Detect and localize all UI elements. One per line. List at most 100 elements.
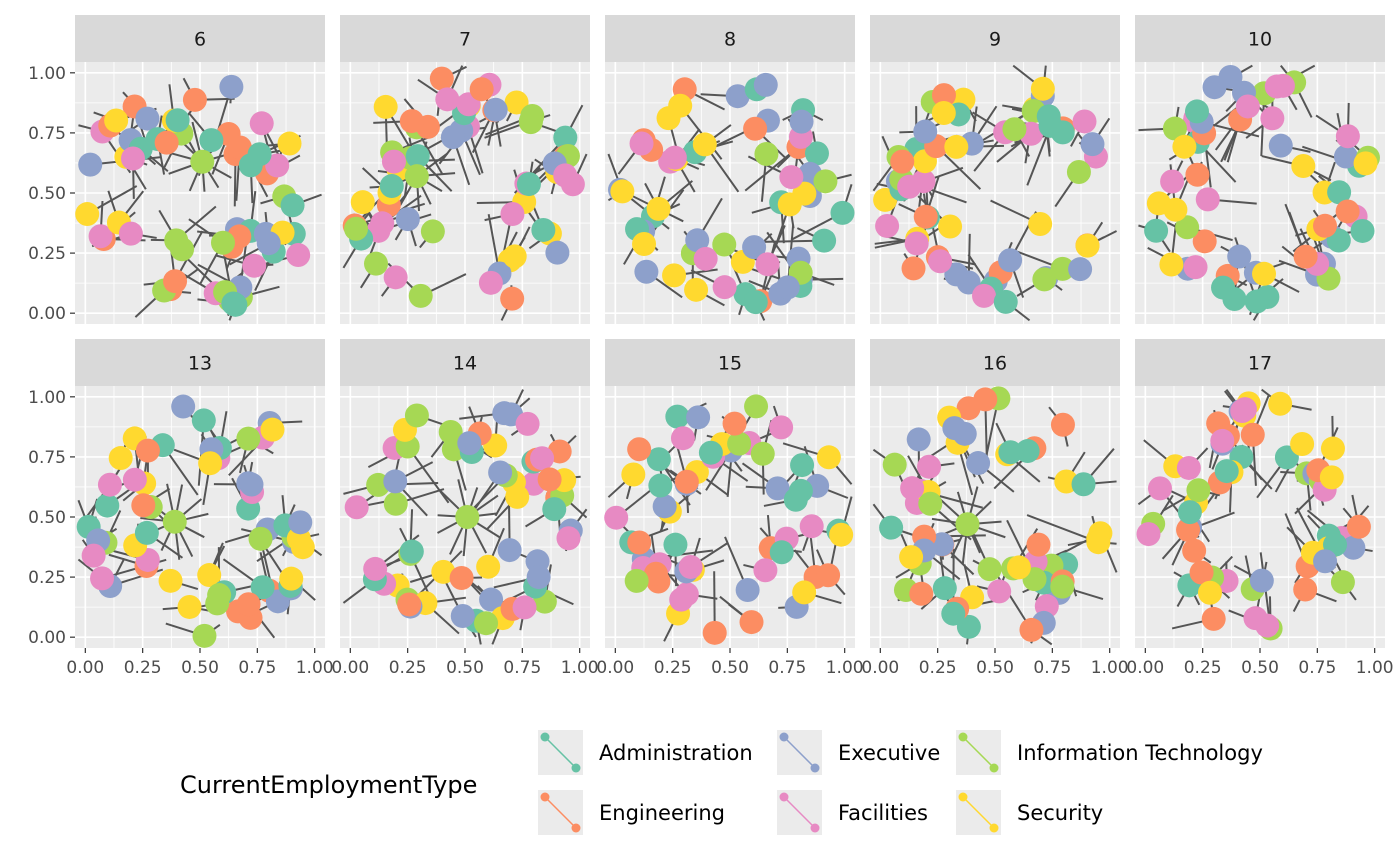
node-point (1160, 169, 1185, 194)
node-point (478, 270, 503, 295)
node-point (1183, 255, 1208, 280)
node-point (1182, 538, 1207, 563)
node-point (1050, 574, 1075, 599)
node-point (249, 111, 274, 136)
node-point (247, 142, 272, 167)
node-point (104, 108, 129, 133)
x-tick-label: 0.25 (919, 658, 957, 678)
nodes (76, 394, 315, 648)
nodes (75, 74, 311, 317)
x-tick-label: 0.00 (861, 658, 899, 678)
node-point (904, 231, 929, 256)
node-point (998, 248, 1023, 273)
node-point (932, 576, 957, 601)
node-point (1197, 580, 1222, 605)
node-point (1177, 500, 1202, 525)
nodes (879, 386, 1113, 642)
facet-strip (870, 339, 1120, 386)
node-point (455, 505, 480, 529)
node-point (1147, 476, 1172, 501)
y-tick-label: 0.00 (28, 304, 66, 324)
node-point (397, 592, 422, 617)
node-point (197, 563, 222, 588)
node-point (629, 131, 654, 156)
node-point (753, 558, 778, 583)
node-point (648, 473, 673, 498)
legend-item: Executive (777, 730, 940, 775)
node-point (1050, 412, 1075, 437)
x-tick-label: 0.50 (976, 658, 1014, 678)
node-point (381, 149, 406, 174)
node-point (1243, 606, 1268, 631)
y-tick-label: 0.75 (28, 448, 66, 468)
node-point (515, 411, 540, 436)
legend-label: Security (1017, 801, 1103, 825)
facet-strip (75, 15, 325, 62)
node-point (1313, 213, 1338, 238)
node-point (1186, 478, 1211, 503)
node-point (1159, 252, 1184, 277)
node-point (81, 543, 106, 568)
legend-key-line (544, 736, 577, 769)
node-point (1026, 532, 1051, 557)
facet-strip (1135, 15, 1385, 62)
x-tick-label: 0.25 (1184, 658, 1222, 678)
x-tick-label: 0.75 (768, 658, 806, 678)
node-point (205, 591, 230, 616)
facet-strip-label: 10 (1248, 29, 1272, 51)
node-point (236, 592, 261, 617)
y-tick-label: 0.25 (28, 568, 66, 588)
node-point (674, 469, 699, 494)
node-point (665, 404, 690, 429)
x-tick-label: 0.75 (1033, 658, 1071, 678)
node-point (812, 228, 837, 253)
legend-item: Security (956, 790, 1103, 835)
legend-key-point (571, 823, 581, 833)
node-point (260, 417, 285, 442)
node-point (1066, 159, 1091, 184)
node-point (88, 224, 113, 249)
node-point (344, 216, 369, 241)
x-tick-label: 0.25 (389, 658, 427, 678)
node-point (627, 437, 652, 462)
node-point (1313, 549, 1338, 574)
facet-strip-label: 15 (718, 353, 742, 375)
node-point (735, 577, 760, 602)
x-tick-label: 0.50 (181, 658, 219, 678)
node-point (1072, 109, 1097, 134)
node-point (505, 484, 530, 509)
legend-label: Engineering (599, 801, 725, 825)
node-point (488, 460, 513, 485)
nodes (873, 76, 1108, 314)
node-point (1176, 517, 1201, 542)
node-point (1038, 113, 1063, 138)
node-point (777, 192, 802, 217)
node-point (900, 476, 925, 501)
node-point (363, 556, 388, 581)
node-point (1235, 94, 1260, 119)
x-tick-label: 1.00 (561, 658, 599, 678)
x-tick-label: 0.25 (124, 658, 162, 678)
node-point (1264, 74, 1289, 99)
node-point (674, 582, 699, 607)
node-point (1333, 144, 1358, 169)
node-point (520, 103, 545, 128)
legend-key-point (540, 792, 550, 802)
node-point (383, 469, 408, 494)
node-point (90, 566, 115, 591)
node-point (1192, 229, 1217, 254)
node-point (1172, 134, 1197, 159)
node-point (1227, 244, 1252, 269)
node-point (624, 568, 649, 593)
legend-key-point (540, 732, 550, 742)
nodes (1136, 391, 1371, 641)
node-point (804, 141, 829, 166)
node-point (429, 66, 454, 91)
node-point (279, 566, 304, 591)
node-point (440, 125, 465, 150)
node-point (1346, 514, 1371, 539)
node-point (1019, 617, 1044, 642)
node-point (135, 438, 160, 463)
node-point (1080, 132, 1105, 157)
